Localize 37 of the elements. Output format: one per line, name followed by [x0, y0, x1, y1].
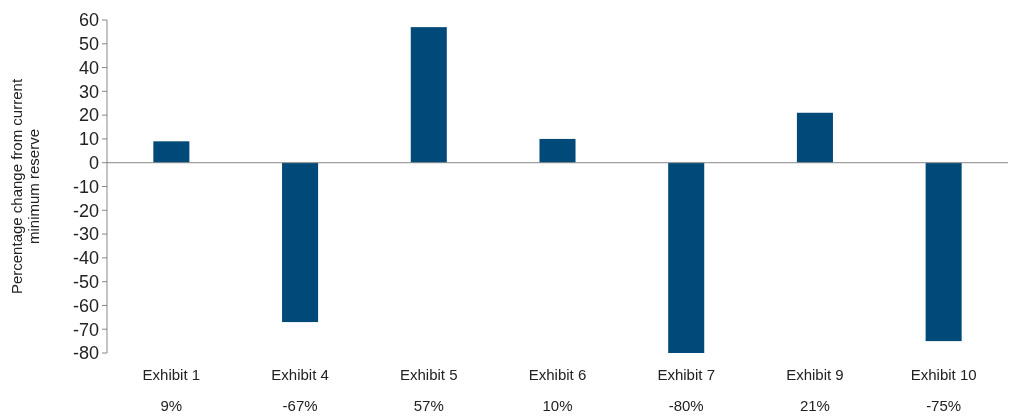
- data-label: 9%: [160, 397, 183, 414]
- data-label: 10%: [542, 397, 573, 414]
- y-tick-label: -10: [72, 176, 99, 197]
- bar: [410, 27, 447, 163]
- bar: [925, 162, 962, 342]
- data-label: 57%: [413, 397, 444, 414]
- y-tick-label: 30: [78, 81, 99, 102]
- y-tick-label: -60: [72, 295, 99, 316]
- x-tick-label: Exhibit 5: [400, 366, 458, 383]
- data-label: -75%: [926, 397, 962, 414]
- x-tick-label: Exhibit 6: [528, 366, 587, 383]
- y-tick-label: -40: [72, 248, 99, 269]
- bar: [668, 162, 705, 353]
- bar: [282, 162, 319, 323]
- y-tick-label: 10: [78, 129, 99, 150]
- y-tick-label: 20: [78, 105, 99, 126]
- y-tick-label: -20: [72, 200, 99, 221]
- data-label: 21%: [799, 397, 830, 414]
- bar: [153, 141, 190, 163]
- y-tick-label: 40: [78, 57, 99, 78]
- y-axis-title: Percentage change from current minimum reserve: [8, 78, 42, 295]
- y-tick-label: 50: [78, 34, 99, 55]
- y-tick-label: 0: [88, 153, 99, 174]
- y-tick-label: 60: [78, 10, 99, 31]
- x-tick-label: Exhibit 7: [657, 366, 715, 383]
- bar: [796, 112, 833, 163]
- x-tick-label: Exhibit 4: [271, 366, 329, 383]
- y-tick-label: -30: [72, 224, 99, 245]
- x-tick-label: Exhibit 1: [142, 366, 201, 383]
- data-label: -67%: [282, 397, 318, 414]
- y-tick-label: -80: [72, 343, 99, 364]
- y-tick-label: -50: [72, 271, 99, 292]
- y-tick-label: -70: [72, 319, 99, 340]
- x-tick-label: Exhibit 9: [786, 366, 844, 383]
- bar: [539, 138, 576, 163]
- data-label: -80%: [668, 397, 704, 414]
- x-tick-label: Exhibit 10: [910, 366, 977, 383]
